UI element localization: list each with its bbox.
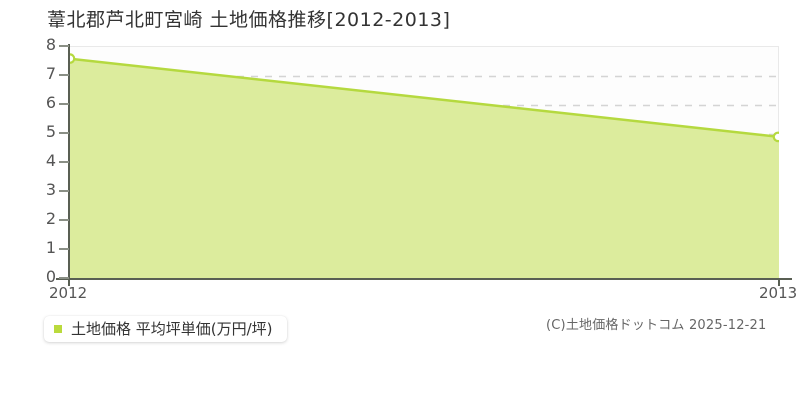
y-axis-tick-label: 2 <box>45 209 56 228</box>
y-axis-tick-label: 5 <box>45 122 56 141</box>
x-axis-line <box>56 278 792 280</box>
x-axis-tick-label: 2012 <box>49 284 88 302</box>
data-point-marker[interactable] <box>69 53 76 64</box>
y-axis-tick <box>59 74 69 76</box>
y-axis-tick <box>59 45 69 47</box>
y-axis-tick <box>59 103 69 105</box>
legend-swatch-icon <box>54 325 62 333</box>
y-axis-tick <box>59 219 69 221</box>
y-axis-tick <box>59 161 69 163</box>
y-axis-tick <box>59 190 69 192</box>
x-axis-tick <box>68 280 70 286</box>
data-point-markers <box>69 53 779 143</box>
y-axis-tick <box>59 277 69 279</box>
legend-label: 土地価格 平均坪単価(万円/坪) <box>71 320 273 338</box>
legend[interactable]: 土地価格 平均坪単価(万円/坪) <box>44 316 287 342</box>
y-axis-tick-label: 6 <box>45 93 56 112</box>
y-axis-line <box>68 44 70 280</box>
plot-area <box>69 46 779 279</box>
series-layer <box>69 57 779 279</box>
plot-svg <box>69 53 779 279</box>
y-axis-tick <box>59 132 69 134</box>
y-axis-tick-label: 0 <box>45 267 56 286</box>
chart-title: 葦北郡芦北町宮崎 土地価格推移[2012-2013] <box>47 9 451 31</box>
y-axis-tick <box>59 248 69 250</box>
copyright-credit: (C)土地価格ドットコム 2025-12-21 <box>546 318 767 333</box>
data-point-marker[interactable] <box>772 131 779 143</box>
y-axis-tick-label: 1 <box>45 238 56 257</box>
y-axis-tick-label: 3 <box>45 180 56 199</box>
x-axis-tick-label: 2013 <box>759 284 798 302</box>
y-axis-tick-label: 4 <box>45 151 56 170</box>
y-axis-tick-label: 7 <box>45 64 56 83</box>
x-axis-tick <box>778 280 780 286</box>
y-axis-tick-label: 8 <box>45 35 56 54</box>
